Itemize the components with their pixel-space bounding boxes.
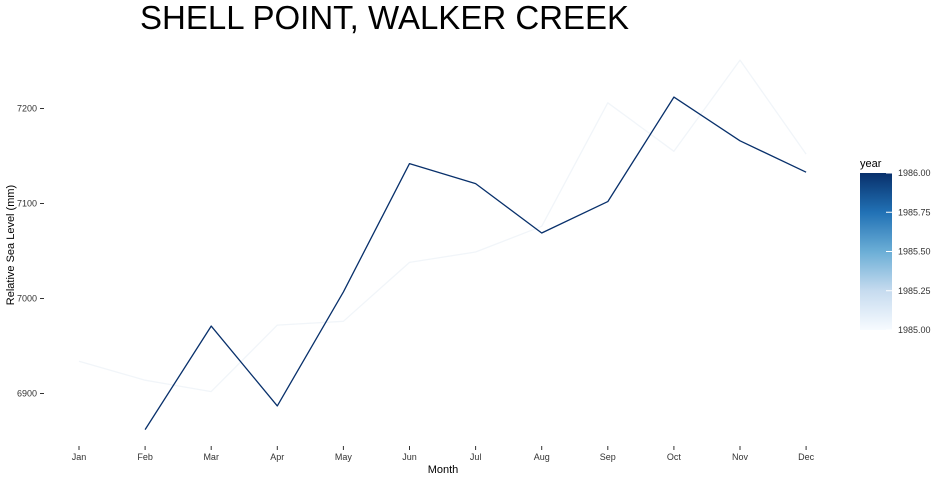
- x-tick-label: Nov: [732, 452, 749, 462]
- x-tick-label: Aug: [534, 452, 550, 462]
- legend-tick-label: 1985.75: [898, 207, 931, 217]
- x-axis: Jan Feb Mar Apr May Jun Jul Aug Sep Oct Nov Dec: [72, 446, 815, 462]
- series-line-1985: [78, 59, 807, 393]
- x-tick-label: Feb: [137, 452, 153, 462]
- x-tick-label: Jul: [470, 452, 482, 462]
- x-tick-label: Mar: [203, 452, 219, 462]
- x-tick-label: May: [335, 452, 353, 462]
- x-tick-label: Sep: [600, 452, 616, 462]
- y-axis: 6900 7000 7100 7200: [17, 104, 44, 399]
- x-tick-label: Jan: [72, 452, 87, 462]
- legend-tick-label: 1985.00: [898, 325, 931, 335]
- chart-title: SHELL POINT, WALKER CREEK: [140, 0, 629, 36]
- y-tick-label: 7100: [17, 199, 37, 209]
- x-tick-label: Apr: [270, 452, 284, 462]
- x-tick-label: Dec: [798, 452, 815, 462]
- legend-tick-label: 1985.25: [898, 286, 931, 296]
- legend-tick-label: 1986.00: [898, 168, 931, 178]
- y-tick-label: 6900: [17, 389, 37, 399]
- series-layer: [78, 59, 807, 430]
- y-tick-label: 7000: [17, 294, 37, 304]
- legend: year 1985.00 1985.25 1985.50 1985.75 1986.00: [860, 158, 931, 335]
- x-axis-title: Month: [428, 464, 459, 476]
- y-tick-label: 7200: [17, 104, 37, 114]
- x-tick-label: Jun: [402, 452, 417, 462]
- legend-title: year: [860, 158, 882, 170]
- series-line-1986: [144, 96, 807, 430]
- y-axis-title: Relative Sea Level (mm): [5, 185, 17, 305]
- legend-tick-label: 1985.50: [898, 247, 931, 257]
- x-tick-label: Oct: [667, 452, 682, 462]
